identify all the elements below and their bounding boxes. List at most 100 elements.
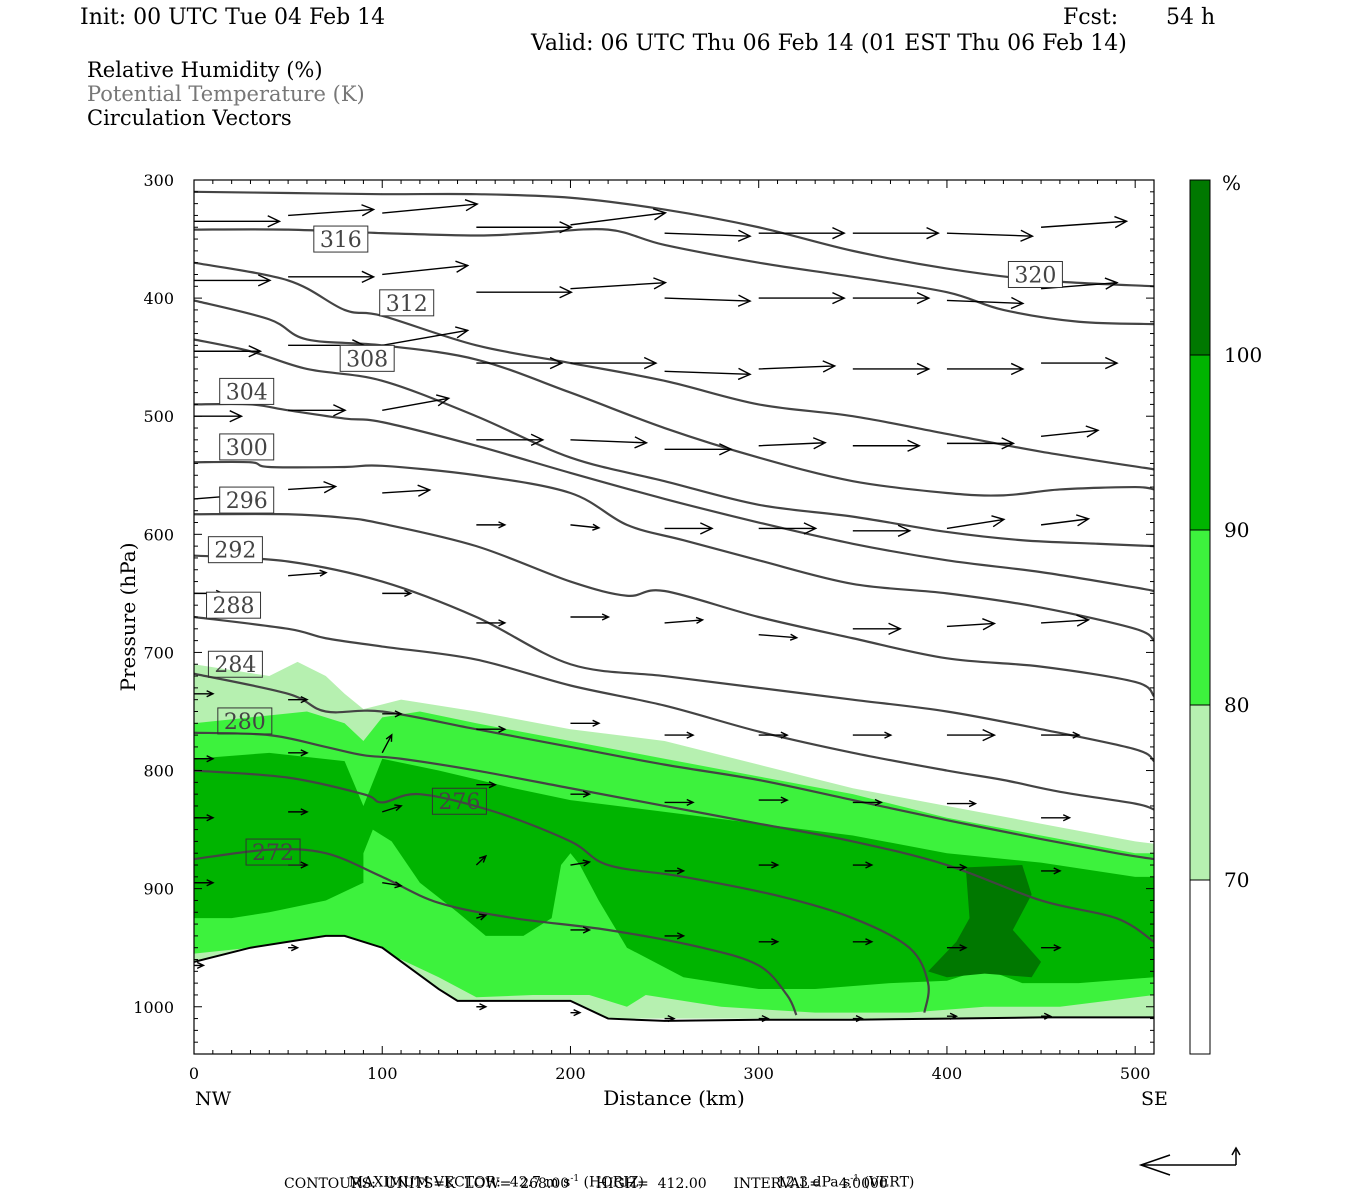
wind-vector — [758, 291, 846, 305]
wind-vector — [476, 1003, 488, 1011]
colorbar-unit: % — [1222, 171, 1241, 195]
colorbar-band — [1190, 355, 1210, 530]
wind-vector — [664, 294, 752, 307]
wind-vector — [664, 443, 733, 456]
wind-vector — [852, 622, 902, 635]
wind-vector — [946, 618, 997, 631]
wind-vector — [852, 731, 893, 739]
y-tick-label: 500 — [143, 407, 174, 426]
wind-vector — [946, 296, 1025, 310]
isentrope-label-box — [206, 591, 262, 619]
plot-area: 272 276 280 284 288 292 296 300 304 308 312 316 320 — [194, 190, 1154, 1054]
wind-vector — [288, 481, 338, 494]
wind-vector — [476, 356, 564, 370]
wind-vector — [852, 1014, 864, 1023]
isentrope-label-304: 304 — [226, 380, 268, 405]
wind-vector — [476, 781, 497, 789]
wind-vector — [946, 362, 1025, 376]
y-tick-label: 900 — [143, 880, 174, 899]
x-tick-label: 300 — [743, 1064, 774, 1083]
wind-vector — [476, 619, 507, 627]
wind-vector — [1041, 614, 1091, 627]
y-tick-label: 300 — [143, 171, 174, 190]
isentrope-label-288: 288 — [213, 594, 255, 619]
max-vector-text: MAXIMUM VECTOR: 42.7 m s-1 (HORIZ) — [340, 1158, 644, 1191]
isentrope-label-276: 276 — [438, 790, 480, 815]
isentrope-label-292: 292 — [214, 539, 256, 564]
wind-vector — [194, 961, 206, 970]
wind-vector — [664, 522, 714, 535]
wind-vector — [758, 1014, 770, 1023]
wind-vector — [194, 879, 215, 887]
wind-vector — [288, 696, 309, 704]
wind-vector — [1041, 356, 1119, 370]
wind-vector — [476, 913, 488, 921]
forecast-hour: 54 h — [1166, 5, 1216, 30]
isentrope-label-box — [217, 707, 273, 735]
wind-vector — [1041, 215, 1129, 229]
field-rh-label: Relative Humidity (%) — [87, 58, 323, 82]
colorbar: 70 80 90 100 — [1189, 179, 1262, 1055]
wind-vector — [382, 710, 403, 718]
wind-vector — [946, 944, 968, 952]
isentrope-label-312: 312 — [386, 292, 428, 317]
wind-vector — [1041, 867, 1062, 875]
colorbar-band — [1190, 705, 1210, 880]
max-vector-horiz: (HORIZ) — [579, 1174, 644, 1191]
wind-vector — [946, 1012, 959, 1020]
isentrope-label-box — [207, 536, 263, 564]
wind-vector — [664, 229, 752, 242]
vert-vector-label: (VERT) — [859, 1174, 915, 1191]
wind-vector — [758, 731, 789, 739]
isentrope-label-box — [207, 650, 263, 678]
isentrope-label-box — [431, 787, 487, 815]
wind-vector — [382, 260, 470, 276]
wind-vector — [570, 277, 668, 290]
isentrope-label-box — [219, 377, 275, 405]
wind-vector — [664, 367, 752, 381]
isentrope-label-300: 300 — [226, 436, 268, 461]
y-tick-label: 800 — [143, 762, 174, 781]
isentrope-label-316: 316 — [320, 228, 362, 253]
isentrope-292 — [194, 554, 1154, 763]
wind-vector — [852, 861, 874, 869]
wind-vector — [382, 589, 413, 597]
wind-vector — [852, 291, 931, 305]
wind-vector — [758, 437, 827, 450]
wind-vector — [288, 569, 328, 577]
wind-vector — [664, 932, 686, 940]
isentrope-label-284: 284 — [214, 653, 256, 678]
wind-vector — [852, 938, 874, 946]
colorbar-level-label: 70 — [1224, 868, 1249, 892]
isentrope-label-box — [219, 433, 275, 461]
wind-vector — [1040, 425, 1100, 438]
wind-vector — [382, 326, 470, 347]
wind-vector — [288, 270, 376, 284]
wind-vector — [476, 433, 545, 447]
wind-vector — [476, 725, 507, 733]
x-tick-label: 200 — [555, 1064, 586, 1083]
y-tick-label: 1000 — [133, 998, 174, 1017]
axes: 300 400 500 600 700 800 900 1000 0 100 200 300 400 50… — [133, 171, 1155, 1083]
forecast-label: Fcst: — [1063, 5, 1119, 30]
wind-vector — [570, 926, 592, 934]
wind-vector — [570, 613, 611, 621]
wind-vector — [664, 616, 705, 624]
wind-vector — [946, 728, 997, 742]
wind-vector — [1041, 814, 1072, 822]
isentrope-label-box — [379, 289, 435, 317]
wind-vector — [570, 356, 658, 370]
isentrope-324 — [194, 190, 1154, 288]
wind-vector — [194, 690, 215, 698]
wind-vector — [946, 437, 1016, 450]
y-tick-label: 700 — [143, 643, 174, 662]
wind-vector — [288, 204, 376, 217]
wind-vector — [1040, 514, 1091, 527]
wind-vector — [570, 208, 668, 226]
wind-vector — [570, 523, 601, 531]
y-tick-label: 400 — [143, 289, 174, 308]
colorbar-level-label: 90 — [1224, 518, 1249, 542]
max-vector-value: MAXIMUM VECTOR: 42.7 m s — [348, 1174, 571, 1191]
vert-vector-value: 12.3 dPa s — [776, 1174, 851, 1191]
